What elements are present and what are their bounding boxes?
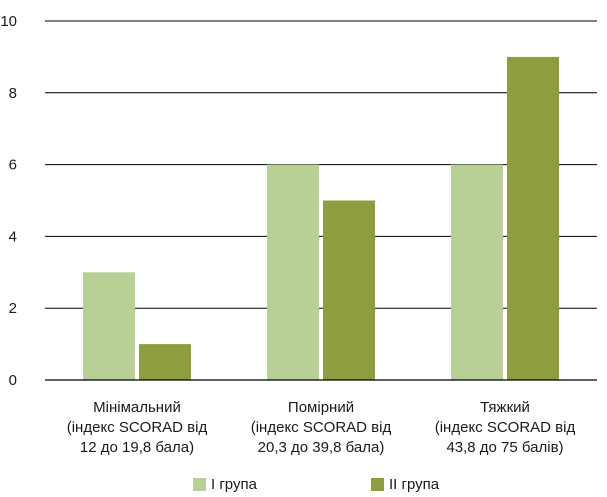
legend: I група II група: [0, 476, 607, 496]
bar-series-1-category-2: [267, 164, 319, 380]
category-label-2: Помірний (індекс SCORAD від 20,3 до 39,8 б…: [251, 399, 392, 456]
legend-swatch-group-2: [371, 478, 384, 491]
y-tick-label: 10: [0, 13, 17, 30]
bar-series-2-category-3: [507, 56, 559, 381]
category-label-3: Тяжкий (індекс SCORAD від 43,8 до 75 балів…: [435, 399, 576, 456]
category-label-1: Мінімальний (індекс SCORAD від 12 до 19,8 …: [67, 399, 208, 456]
category-label-line: 20,3 до 39,8 бала): [258, 439, 385, 456]
legend-item-group-2: II група: [371, 476, 439, 493]
bar-series-1-category-3: [451, 164, 503, 380]
category-label-line: (індекс SCORAD від: [67, 419, 208, 436]
category-label-line: (індекс SCORAD від: [435, 419, 576, 436]
y-tick-label: 4: [9, 228, 17, 245]
bar-series-1-category-1: [83, 272, 135, 380]
bar-series-2-category-2: [323, 200, 375, 380]
category-labels: Мінімальний (індекс SCORAD від 12 до 19,8 …: [67, 399, 576, 456]
y-axis-tick-labels: 0 2 4 6 8 10: [0, 13, 17, 389]
category-label-line: (індекс SCORAD від: [251, 419, 392, 436]
category-label-line: Помірний: [288, 399, 354, 416]
y-tick-label: 0: [9, 372, 17, 389]
legend-item-group-1: I група: [193, 476, 257, 493]
grid-lines: [45, 20, 597, 309]
y-tick-label: 2: [9, 300, 17, 317]
y-tick-label: 6: [9, 157, 17, 174]
category-label-line: 43,8 до 75 балів): [446, 439, 563, 456]
bars: [83, 56, 559, 381]
bar-series-2-category-1: [139, 344, 191, 380]
legend-swatch-group-1: [193, 478, 206, 491]
category-label-line: 12 до 19,8 бала): [80, 439, 194, 456]
category-label-line: Тяжкий: [480, 399, 530, 416]
y-tick-label: 8: [9, 85, 17, 102]
legend-label-group-2: II група: [389, 476, 440, 493]
category-label-line: Мінімальний: [93, 399, 181, 416]
legend-label-group-1: I група: [211, 476, 257, 493]
